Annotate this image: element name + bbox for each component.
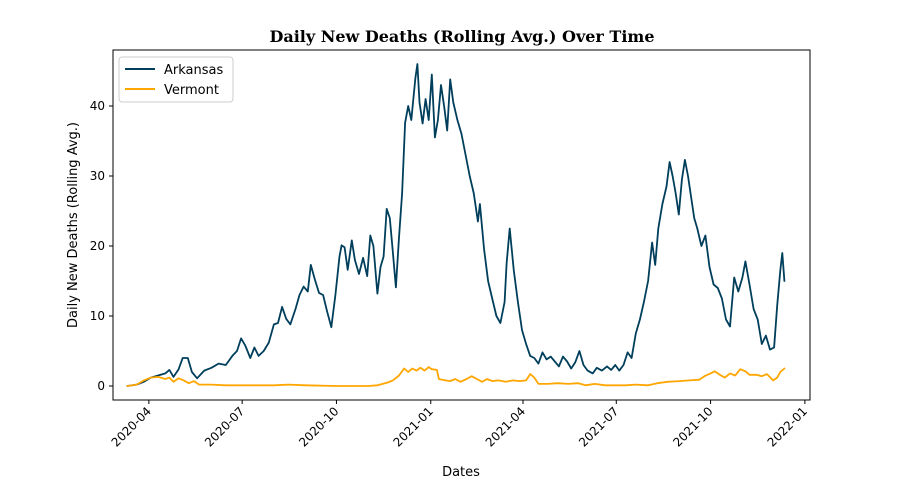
y-axis-label: Daily New Deaths (Rolling Avg.): [66, 122, 81, 328]
series-layer: [126, 63, 786, 387]
x-tick-label: 2020-04: [109, 404, 154, 449]
x-tick-label: 2021-01: [391, 404, 436, 449]
legend: Arkansas Vermont: [118, 56, 234, 103]
x-tick-label: 2021-04: [483, 404, 528, 449]
x-axis: 2020-04 2020-07 2020-10 2021-01 2021-04 2021-…: [109, 400, 810, 450]
x-tick-label: 2020-10: [296, 404, 341, 449]
y-tick-label: 10: [90, 309, 105, 323]
series-line-arkansas: [126, 63, 786, 387]
x-tick-label: 2021-07: [576, 404, 621, 449]
legend-label-arkansas: Arkansas: [164, 63, 223, 78]
y-axis: 0 10 20 30 40: [90, 99, 113, 393]
y-tick-label: 30: [90, 169, 105, 183]
x-axis-label: Dates: [442, 465, 480, 480]
y-tick-label: 40: [90, 99, 105, 113]
y-tick-label: 20: [90, 239, 105, 253]
series-line-vermont: [126, 366, 786, 387]
x-tick-label: 2020-07: [202, 404, 247, 449]
x-tick-label: 2022-01: [765, 404, 810, 449]
chart-title: Daily New Deaths (Rolling Avg.) Over Tim…: [269, 27, 654, 46]
y-tick-label: 0: [97, 379, 105, 393]
plot-area: [112, 49, 811, 401]
legend-label-vermont: Vermont: [164, 83, 219, 98]
plot-frame: [112, 49, 811, 401]
x-tick-label: 2021-10: [670, 404, 715, 449]
